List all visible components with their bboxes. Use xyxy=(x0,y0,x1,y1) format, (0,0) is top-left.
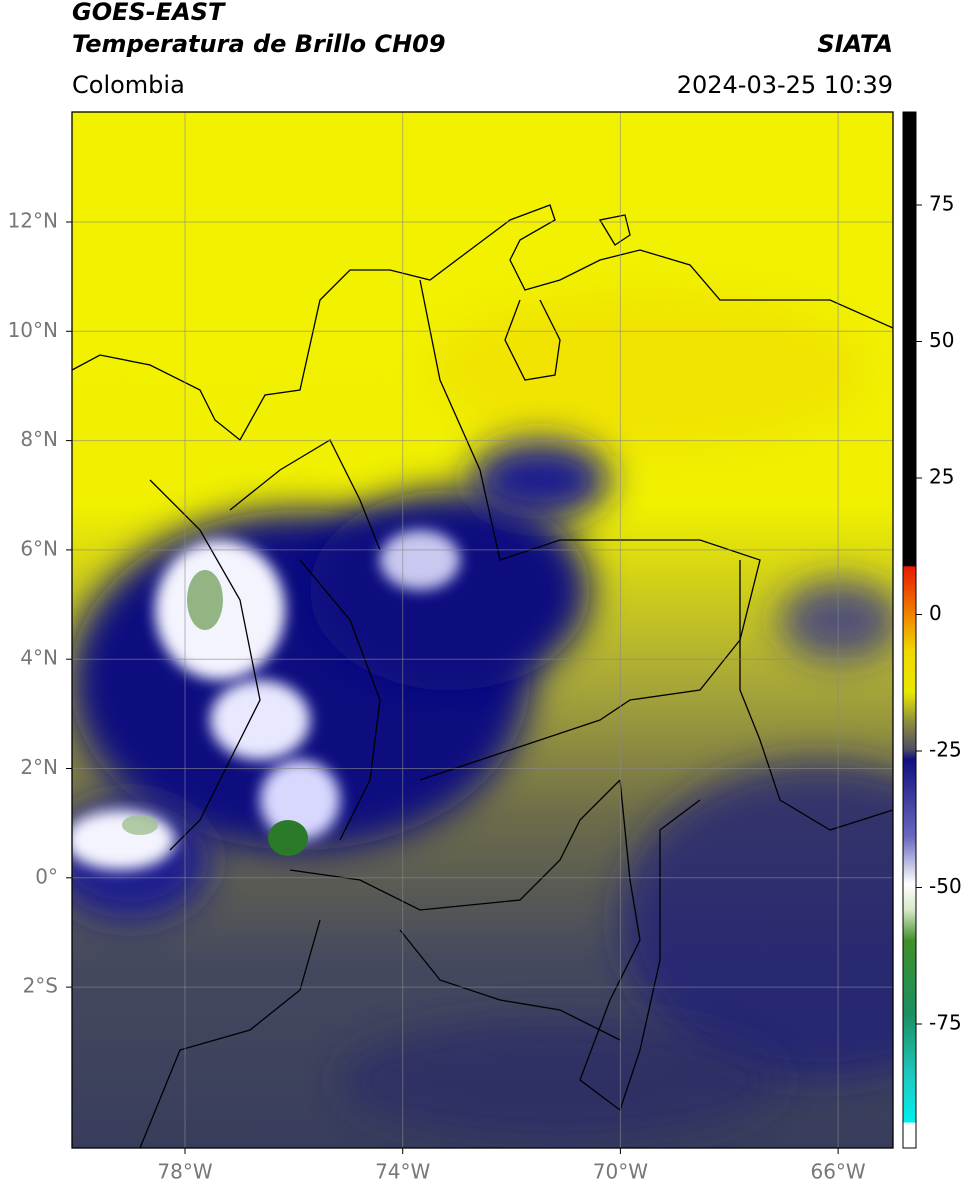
map-frame xyxy=(71,111,894,1149)
lon-label: 74°W xyxy=(375,1160,430,1184)
satellite-image xyxy=(72,112,893,1148)
colorbar-label: -75 xyxy=(929,1011,962,1035)
colorbar xyxy=(902,111,917,1149)
lat-label: 12°N xyxy=(8,209,58,233)
colorbar-label: 50 xyxy=(929,328,954,352)
lon-label: 78°W xyxy=(157,1160,212,1184)
lon-label: 66°W xyxy=(810,1160,865,1184)
subtitle: Temperatura de Brillo CH09 xyxy=(72,30,446,58)
lat-label: 8°N xyxy=(20,427,58,451)
timestamp: 2024-03-25 10:39 xyxy=(677,71,893,99)
colorbar-label: 25 xyxy=(929,465,954,489)
source: SIATA xyxy=(817,30,893,58)
colorbar-label: 75 xyxy=(929,192,954,216)
colorbar-label: -50 xyxy=(929,874,962,898)
lat-label: 10°N xyxy=(8,318,58,342)
colorbar-label: -25 xyxy=(929,738,962,762)
colorbar-label: 0 xyxy=(929,601,942,625)
lat-label: 2°N xyxy=(20,755,58,779)
lat-label: 0° xyxy=(35,864,58,888)
lat-label: 4°N xyxy=(20,646,58,670)
lat-label: 2°S xyxy=(23,974,58,998)
lon-label: 70°W xyxy=(593,1160,648,1184)
title: GOES-EAST xyxy=(72,0,226,26)
lat-label: 6°N xyxy=(20,536,58,560)
region: Colombia xyxy=(72,71,185,99)
